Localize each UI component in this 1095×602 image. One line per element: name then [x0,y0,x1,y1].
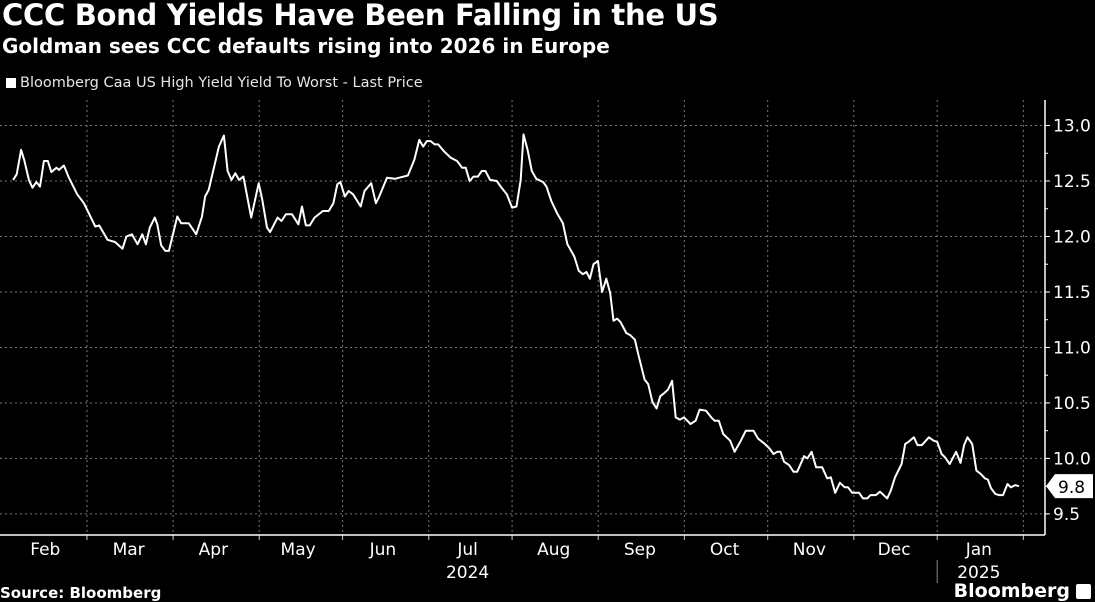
y-tick-label: 11.5 [1053,283,1091,303]
source-note: Source: Bloomberg [0,584,162,602]
legend-swatch [6,78,16,88]
legend-label: Bloomberg Caa US High Yield Yield To Wor… [20,75,423,91]
x-tick-label: May [281,540,316,560]
year-label: 2025 [957,563,1000,583]
last-price-badge: 9.8 [1046,474,1093,499]
y-tick-label: 13.0 [1053,117,1091,137]
y-tick-label: 12.5 [1053,172,1091,192]
x-tick-label: Nov [793,540,826,560]
y-tick-label: 12.0 [1053,227,1091,247]
x-tick-label: Jan [965,540,992,560]
x-tick-label: Feb [30,540,60,560]
y-tick-label: 11.0 [1053,338,1091,358]
series-line [12,133,1020,500]
x-tick-label: Sep [624,540,656,560]
x-tick-label: Jun [369,540,397,560]
chart-subtitle: Goldman sees CCC defaults rising into 20… [2,34,610,58]
y-tick-label: 10.5 [1053,394,1091,414]
legend: Bloomberg Caa US High Yield Yield To Wor… [6,75,423,91]
x-tick-label: Jul [456,540,478,560]
bar-chart-icon [1076,583,1091,599]
logo-text: Bloomberg [953,580,1070,602]
x-tick-label: Oct [710,540,740,560]
x-tick-label: Apr [199,540,228,560]
x-tick-label: Dec [878,540,911,560]
last-price-label: 9.8 [1058,478,1085,498]
y-tick-label: 9.5 [1053,505,1080,525]
x-tick-label: Mar [113,540,145,560]
bloomberg-logo: Bloomberg [954,580,1091,602]
year-label: 2024 [446,563,489,583]
x-tick-label: Aug [537,540,570,560]
y-tick-label: 10.0 [1053,449,1091,469]
chart-title: CCC Bond Yields Have Been Falling in the… [2,0,719,32]
last-price-box [1046,474,1093,499]
